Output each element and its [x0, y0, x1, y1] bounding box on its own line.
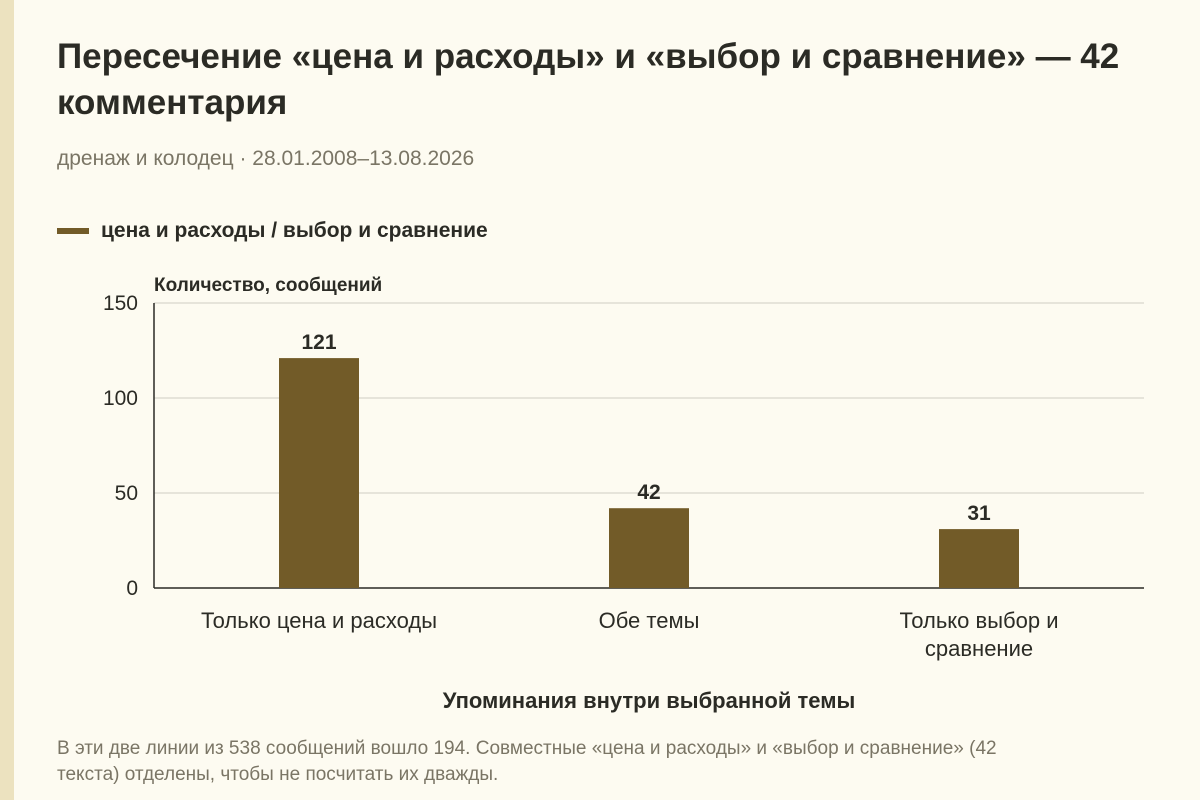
x-tick-label: Обе темы: [599, 608, 700, 633]
data-label: 31: [967, 502, 991, 525]
left-accent-strip: [0, 0, 14, 800]
bar: [609, 508, 689, 588]
footnote: В эти две линии из 538 сообщений вошло 1…: [57, 738, 997, 785]
y-tick-label: 100: [103, 387, 138, 410]
x-axis-title: Упоминания внутри выбранной темы: [443, 688, 856, 713]
legend: цена и расходы / выбор и сравнение: [57, 219, 488, 243]
bar: [939, 529, 1019, 588]
chart-title: Пересечение «цена и расходы» и «выбор и …: [57, 37, 1120, 122]
chart-subtitle: дренаж и колодец · 28.01.2008–13.08.2026: [57, 147, 475, 170]
y-axis-title: Количество, сообщений: [154, 275, 382, 296]
legend-swatch: [57, 228, 89, 234]
y-tick-label: 150: [103, 292, 138, 315]
bar: [279, 358, 359, 588]
x-tick-label: Только цена и расходы: [201, 608, 437, 633]
x-tick-label: Только выбор и: [900, 608, 1059, 633]
data-label: 121: [301, 331, 336, 354]
data-label: 42: [637, 481, 660, 504]
x-tick-label: сравнение: [925, 636, 1033, 661]
legend-label: цена и расходы / выбор и сравнение: [101, 219, 488, 242]
y-tick-label: 50: [115, 482, 138, 505]
y-tick-label: 0: [126, 577, 138, 600]
